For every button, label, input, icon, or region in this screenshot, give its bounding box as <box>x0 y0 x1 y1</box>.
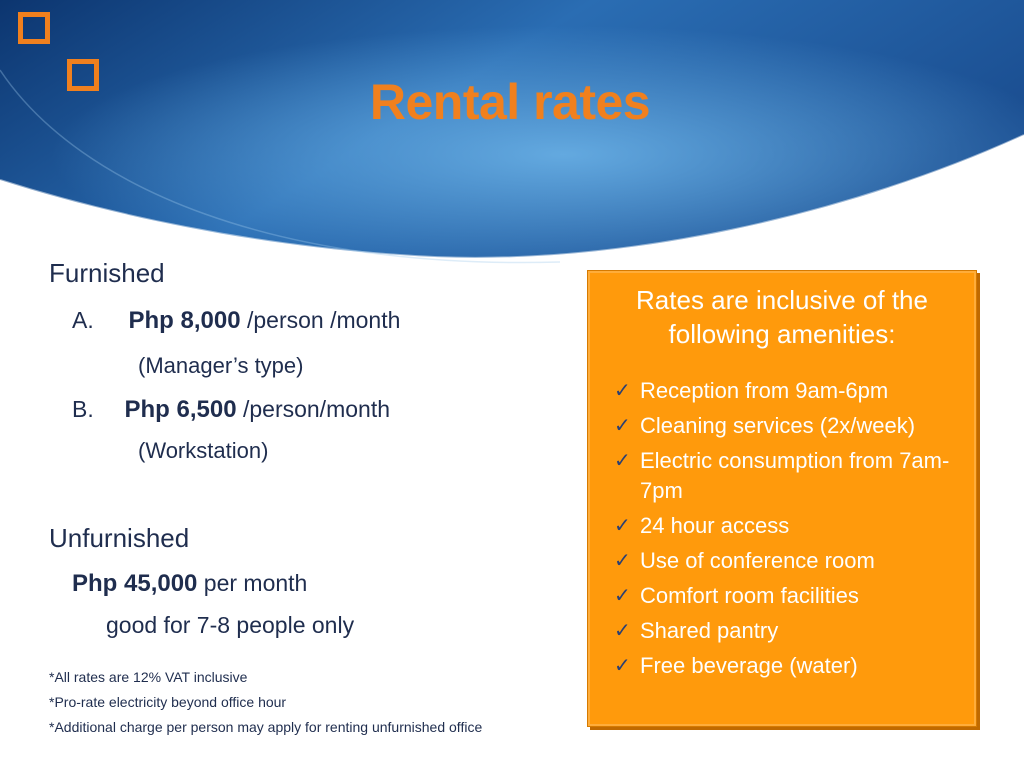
footnote: *Pro-rate electricity beyond office hour <box>49 694 287 710</box>
header-background <box>0 0 1024 264</box>
amenities-box: Rates are inclusive of the following ame… <box>587 270 977 727</box>
furnished-option-b: B. Php 6,500 /person/month <box>72 396 390 424</box>
list-item: ✓ Free beverage (water) <box>614 651 964 681</box>
checkmark-icon: ✓ <box>614 515 631 537</box>
checkmark-icon: ✓ <box>614 655 631 677</box>
furnished-option-a: A. Php 8,000 /person /month <box>72 307 400 335</box>
option-a-unit: /person /month <box>240 307 401 333</box>
list-item: ✓ 24 hour access <box>614 511 964 541</box>
logo-square-icon <box>67 59 99 91</box>
option-a-price: Php 8,000 <box>128 307 241 334</box>
unfurnished-unit: per month <box>197 570 308 596</box>
checkmark-icon: ✓ <box>614 620 631 642</box>
unfurnished-heading: Unfurnished <box>49 523 190 553</box>
unfurnished-price: Php 45,000 <box>72 570 198 597</box>
amenity-label: Reception from 9am-6pm <box>640 378 889 403</box>
amenity-label: Use of conference room <box>640 548 875 573</box>
list-item: ✓ Shared pantry <box>614 616 964 646</box>
checkmark-icon: ✓ <box>614 415 631 437</box>
footnote: *All rates are 12% VAT inclusive <box>49 669 248 685</box>
unfurnished-note: good for 7-8 people only <box>106 612 355 638</box>
logo-square-icon <box>18 12 50 44</box>
list-item: ✓ Electric consumption from 7am-7pm <box>614 446 964 506</box>
checkmark-icon: ✓ <box>614 450 631 472</box>
list-item: ✓ Reception from 9am-6pm <box>614 376 964 406</box>
option-a-marker: A. <box>72 307 94 333</box>
amenities-title-line: Rates are inclusive of the <box>636 285 928 315</box>
amenity-label: 24 hour access <box>640 513 790 538</box>
list-item: ✓ Comfort room facilities <box>614 581 964 611</box>
amenity-label: Shared pantry <box>640 618 779 643</box>
checkmark-icon: ✓ <box>614 380 631 402</box>
footnote: *Additional charge per person may apply … <box>49 719 483 735</box>
amenities-title: Rates are inclusive of the following ame… <box>588 283 976 351</box>
unfurnished-price-line: Php 45,000 per month <box>72 570 307 598</box>
option-b-marker: B. <box>72 396 94 422</box>
option-a-type: (Manager’s type) <box>138 353 304 378</box>
checkmark-icon: ✓ <box>614 550 631 572</box>
amenities-list: ✓ Reception from 9am-6pm ✓ Cleaning servic… <box>614 376 964 686</box>
list-item: ✓ Cleaning services (2x/week) <box>614 411 964 441</box>
amenity-label: Electric consumption from 7am-7pm <box>640 448 950 503</box>
option-b-unit: /person/month <box>236 396 390 422</box>
amenity-label: Cleaning services (2x/week) <box>640 413 916 438</box>
amenity-label: Free beverage (water) <box>640 653 858 678</box>
amenities-title-line: following amenities: <box>668 319 896 349</box>
checkmark-icon: ✓ <box>614 585 631 607</box>
option-b-price: Php 6,500 <box>124 396 237 423</box>
amenity-label: Comfort room facilities <box>640 583 859 608</box>
list-item: ✓ Use of conference room <box>614 546 964 576</box>
furnished-heading: Furnished <box>49 258 165 288</box>
slide-title: Rental rates <box>369 74 651 130</box>
option-b-type: (Workstation) <box>138 438 269 463</box>
